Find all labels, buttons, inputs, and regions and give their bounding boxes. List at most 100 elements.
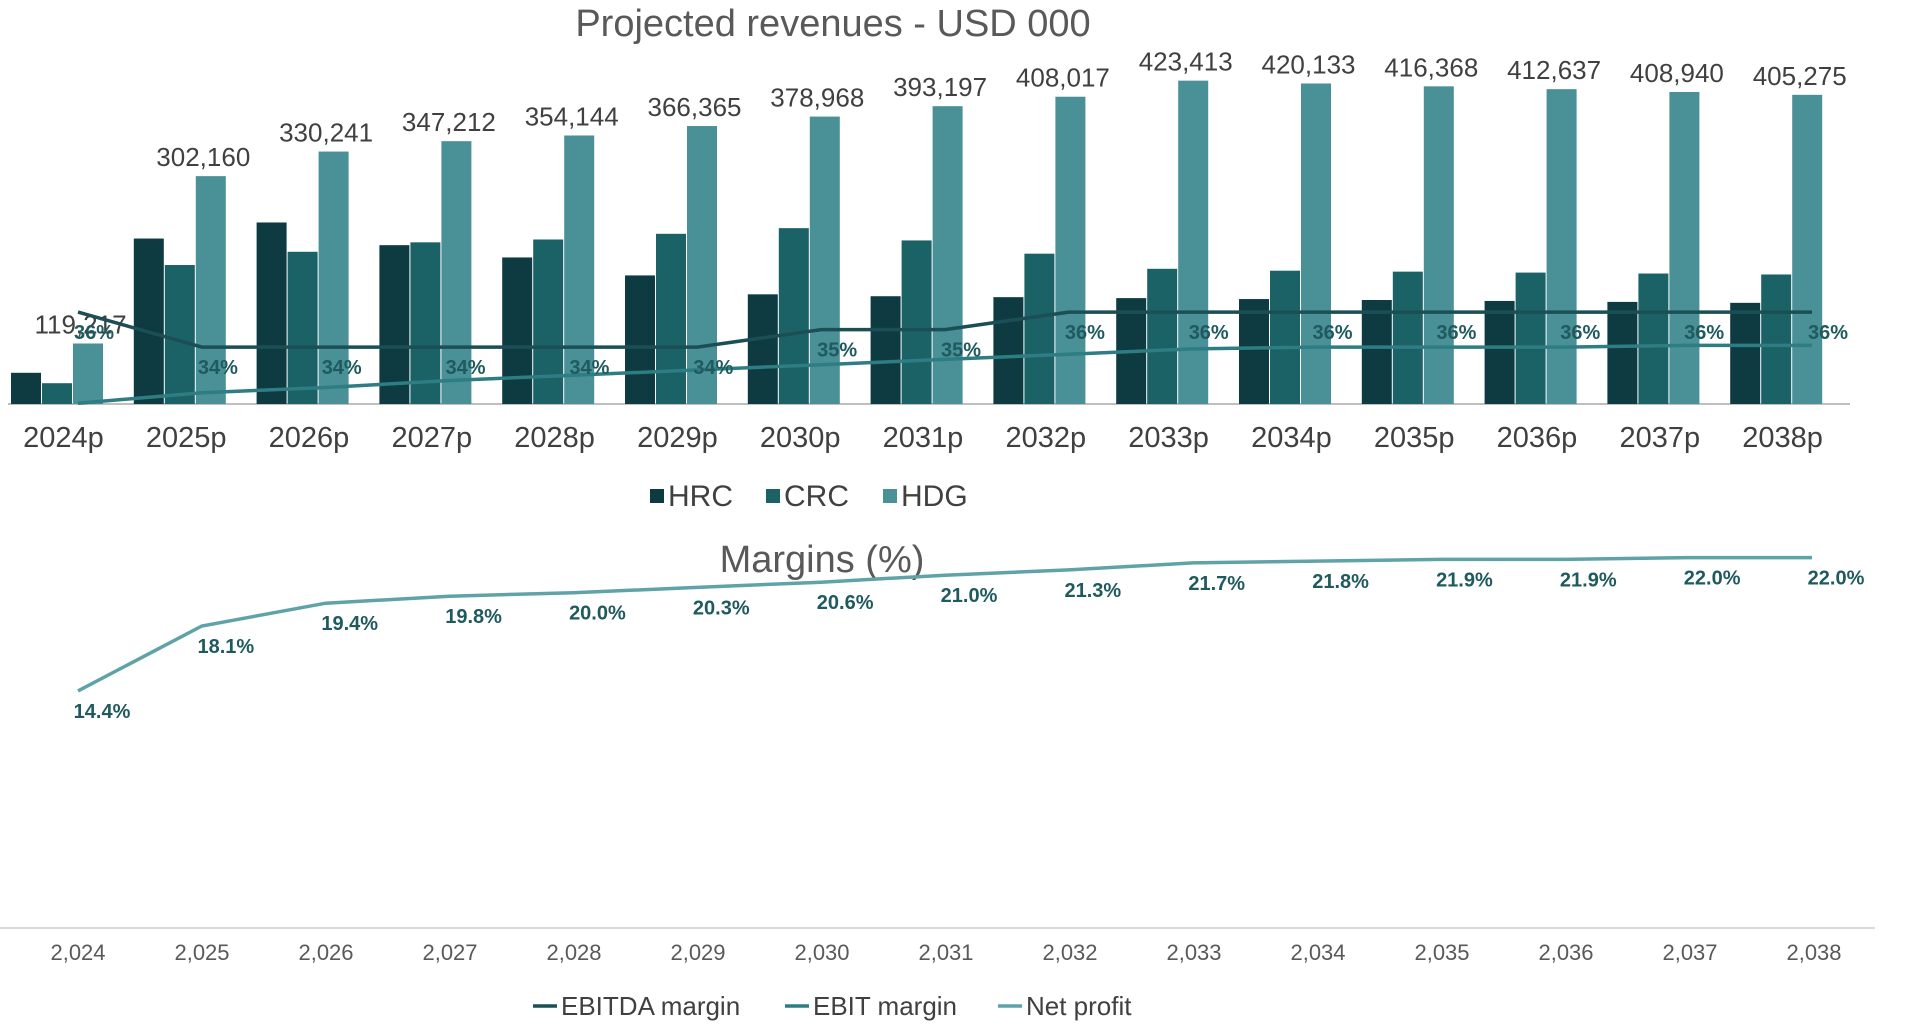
total-label-2035p: 416,368 xyxy=(1384,52,1478,82)
ebitda-label-2-037: 36% xyxy=(1684,322,1724,344)
margins-x-tick-2-036: 2,036 xyxy=(1538,940,1593,965)
bar-hdg-2025p xyxy=(195,176,226,404)
bar-hrc-2031p xyxy=(870,296,901,404)
margins-x-tick-2-024: 2,024 xyxy=(50,940,105,965)
x-tick-2030p: 2030p xyxy=(760,422,841,454)
line-ebit-margin xyxy=(77,343,1812,406)
x-tick-2027p: 2027p xyxy=(391,422,472,454)
legend-label-ebit-margin: EBIT margin xyxy=(813,991,957,1021)
bar-crc-2029p xyxy=(656,233,686,404)
margins-x-tick-2-034: 2,034 xyxy=(1290,940,1345,965)
margins-x-tick-2-025: 2,025 xyxy=(174,940,229,965)
ebitda-label-2-031: 35% xyxy=(941,340,981,362)
ebitda-label-2-035: 36% xyxy=(1436,322,1476,344)
x-tick-2033p: 2033p xyxy=(1128,422,1209,454)
bar-hdg-2029p xyxy=(687,126,717,404)
x-tick-2038p: 2038p xyxy=(1742,422,1823,454)
x-tick-2024p: 2024p xyxy=(23,422,104,454)
net-profit-label-2-030: 20.6% xyxy=(817,592,874,614)
bar-crc-2032p xyxy=(1024,253,1055,404)
net-profit-label-2-035: 21.9% xyxy=(1436,569,1493,591)
ebitda-label-2-032: 36% xyxy=(1065,322,1105,344)
bar-hdg-2035p xyxy=(1423,86,1454,404)
net-profit-label-2-028: 20.0% xyxy=(569,603,626,625)
bar-hrc-2025p xyxy=(133,238,164,404)
bar-hrc-2032p xyxy=(993,297,1024,404)
margins-x-tick-2-031: 2,031 xyxy=(918,940,973,965)
bar-hdg-2032p xyxy=(1055,96,1086,405)
x-tick-2037p: 2037p xyxy=(1619,422,1700,454)
net-profit-label-2-027: 19.8% xyxy=(445,606,502,628)
total-label-2027p: 347,212 xyxy=(402,107,496,137)
ebitda-label-2-030: 35% xyxy=(817,340,857,362)
margins-x-tick-2-029: 2,029 xyxy=(670,940,725,965)
bar-hdg-2034p xyxy=(1301,83,1331,404)
legend-label-net-profit: Net profit xyxy=(1026,991,1132,1021)
bar-crc-2027p xyxy=(410,242,441,404)
bar-hrc-2029p xyxy=(625,275,655,404)
revenue-legend: HRC CRC HDG xyxy=(650,480,968,513)
bar-hdg-2033p xyxy=(1178,80,1209,405)
bar-hrc-2036p xyxy=(1484,300,1515,404)
total-label-2038p: 405,275 xyxy=(1753,61,1847,91)
bar-crc-2028p xyxy=(533,239,564,404)
ebitda-label-2-038: 36% xyxy=(1808,322,1848,344)
bar-hdg-2028p xyxy=(564,135,595,404)
bar-hrc-2028p xyxy=(502,257,533,404)
legend-swatch-hrc xyxy=(650,489,664,503)
margins-chart: Margins (%) 36% 34% 34% 34% 34% 34% 35% 35% 36% 3… xyxy=(0,310,1875,1021)
ebitda-label-2-029: 34% xyxy=(693,357,733,379)
net-profit-label-2-037: 22.0% xyxy=(1684,568,1741,590)
net-profit-label-2-029: 20.3% xyxy=(693,597,750,619)
margins-x-tick-2-028: 2,028 xyxy=(546,940,601,965)
bar-crc-2030p xyxy=(778,228,809,404)
margins-x-tick-2-038: 2,038 xyxy=(1786,940,1841,965)
bar-hdg-2024p xyxy=(73,343,103,404)
bar-crc-2035p xyxy=(1392,271,1423,404)
x-tick-2032p: 2032p xyxy=(1005,422,1086,454)
bar-hrc-2035p xyxy=(1361,300,1392,404)
legend-label-hrc: HRC xyxy=(668,480,733,513)
x-tick-2034p: 2034p xyxy=(1251,422,1332,454)
ebitda-label-2-025: 34% xyxy=(198,357,238,379)
total-label-2026p: 330,241 xyxy=(279,118,373,148)
bar-hdg-2038p xyxy=(1792,94,1823,404)
bar-crc-2031p xyxy=(901,240,932,404)
net-profit-label-2-032: 21.3% xyxy=(1064,580,1121,602)
x-tick-2028p: 2028p xyxy=(514,422,595,454)
line-net-profit xyxy=(77,555,1812,693)
ebitda-label-2-027: 34% xyxy=(446,357,486,379)
ebitda-label-2-034: 36% xyxy=(1313,322,1353,344)
margins-legend: EBITDA margin EBIT margin Net profit xyxy=(533,991,1132,1021)
bar-hrc-2027p xyxy=(379,245,410,404)
net-profit-label-2-025: 18.1% xyxy=(197,636,254,658)
bar-hrc-2034p xyxy=(1239,299,1269,404)
net-profit-label-2-024: 14.4% xyxy=(74,701,131,723)
x-tick-2031p: 2031p xyxy=(883,422,964,454)
net-profit-label-2-038: 22.0% xyxy=(1808,568,1865,590)
margins-x-tick-2-033: 2,033 xyxy=(1166,940,1221,965)
margins-x-tick-2-026: 2,026 xyxy=(298,940,353,965)
total-label-2037p: 408,940 xyxy=(1630,58,1724,88)
margins-x-tick-2-032: 2,032 xyxy=(1042,940,1097,965)
ebitda-label-2-033: 36% xyxy=(1189,322,1229,344)
ebitda-label-2-028: 34% xyxy=(569,357,609,379)
ebitda-label-2-024: 36% xyxy=(74,322,114,344)
bar-hrc-2037p xyxy=(1607,301,1638,404)
total-label-2025p: 302,160 xyxy=(156,142,250,172)
bar-hdg-2030p xyxy=(809,116,840,404)
total-label-2031p: 393,197 xyxy=(893,72,987,102)
total-label-2032p: 408,017 xyxy=(1016,63,1110,93)
net-profit-label-2-034: 21.8% xyxy=(1312,571,1369,593)
bar-crc-2034p xyxy=(1270,270,1300,404)
legend-label-crc: CRC xyxy=(784,480,849,513)
legend-swatch-hdg xyxy=(883,489,897,503)
x-tick-2036p: 2036p xyxy=(1497,422,1578,454)
margins-x-tick-2-035: 2,035 xyxy=(1414,940,1469,965)
bar-crc-2024p xyxy=(42,383,72,404)
margins-chart-title: Margins (%) xyxy=(720,539,925,581)
bar-hrc-2038p xyxy=(1730,302,1761,404)
line-ebitda-margin xyxy=(77,310,1812,349)
revenue-chart-title: Projected revenues - USD 000 xyxy=(575,3,1090,45)
bar-crc-2037p xyxy=(1638,273,1669,404)
